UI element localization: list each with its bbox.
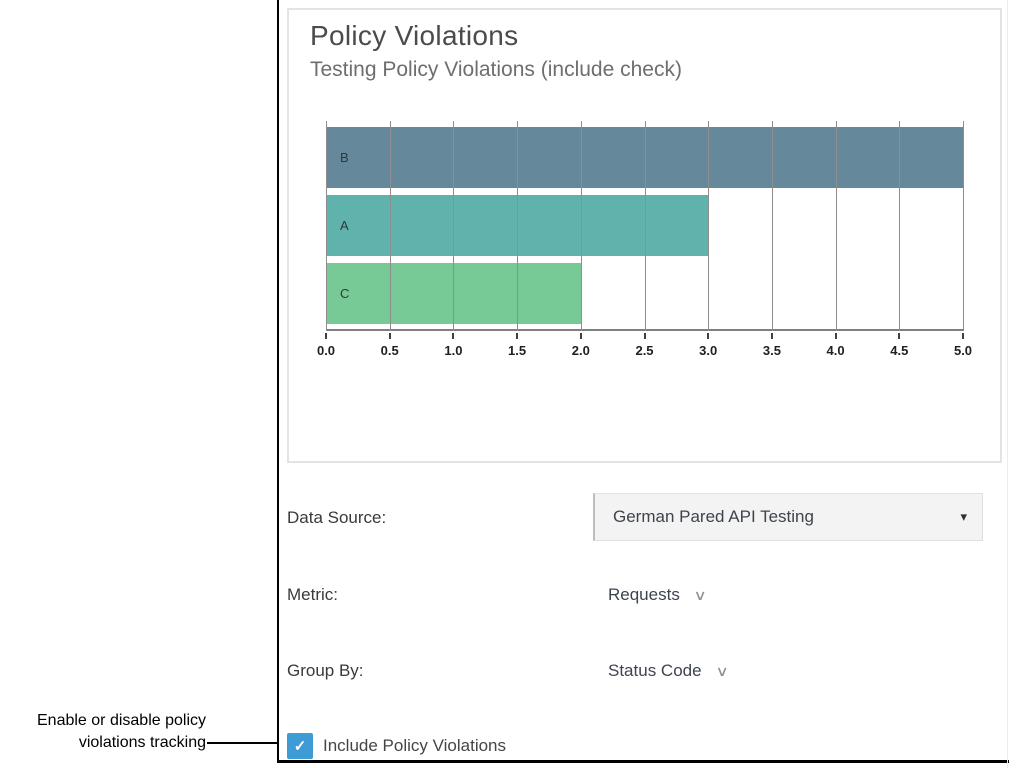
group-by-value: Status Code	[608, 661, 702, 680]
axis-tick	[643, 333, 646, 339]
data-source-label: Data Source:	[287, 508, 387, 527]
axis-ticks	[325, 121, 964, 339]
axis-tick	[516, 333, 519, 339]
bar-label: C	[340, 286, 350, 301]
x-tick-label: 3.0	[699, 343, 718, 358]
x-tick-label: 0.0	[316, 343, 336, 358]
axis-tick	[579, 333, 582, 339]
chart-card: Policy Violations Testing Policy Violati…	[287, 8, 1002, 463]
data-source-select[interactable]: German Pared API Testing ▾	[593, 493, 983, 541]
group-by-dropdown[interactable]: Status Code ∨	[608, 661, 729, 681]
x-tick-label: 0.5	[380, 343, 399, 358]
metric-dropdown[interactable]: Requests ∨	[608, 585, 707, 605]
panel-bottom-border	[277, 760, 1009, 763]
chart-subtitle: Testing Policy Violations (include check…	[310, 58, 682, 81]
annotation-connector-line	[207, 742, 277, 744]
axis-tick	[325, 333, 327, 339]
x-tick-label: 5.0	[953, 343, 973, 358]
x-tick-label: 1.0	[444, 343, 463, 358]
bar-label: A	[340, 218, 349, 233]
metric-value: Requests	[608, 585, 680, 604]
chevron-down-icon: ∨	[693, 586, 707, 603]
axis-tick	[770, 333, 773, 339]
axis-tick	[707, 333, 710, 339]
page-right-edge	[1007, 0, 1008, 768]
axis-tick	[388, 333, 391, 339]
group-by-label: Group By:	[287, 661, 364, 680]
x-tick-label: 4.0	[826, 343, 845, 358]
data-source-value: German Pared API Testing	[613, 507, 814, 526]
metric-label: Metric:	[287, 585, 338, 604]
include-policy-violations-checkbox[interactable]: ✓	[287, 733, 313, 759]
annotation-line1: Enable or disable policy	[37, 712, 206, 729]
panel-left-border	[277, 0, 279, 761]
x-tick-label: 1.5	[508, 343, 527, 358]
axis-tick	[898, 333, 901, 339]
x-tick-label: 2.0	[571, 343, 590, 358]
include-policy-violations-label: Include Policy Violations	[323, 736, 507, 755]
chart-plot: B A C 0.0 0.5 1.0 1.5 2.0 2.5 3.0 3.5 4.0 4.5 5.0	[317, 121, 972, 358]
chevron-down-icon: ∨	[715, 662, 729, 679]
bar-label: B	[340, 150, 349, 165]
bar-C: C	[326, 263, 581, 324]
x-tick-label: 4.5	[890, 343, 909, 358]
axis-tick	[452, 333, 455, 339]
bar-A: A	[326, 195, 709, 256]
bars-layer: B A C	[326, 121, 963, 329]
axis-tick	[834, 333, 837, 339]
chart-title: Policy Violations	[310, 20, 519, 51]
x-tick-label: 2.5	[635, 343, 654, 358]
include-policy-violations-row[interactable]: ✓ Include Policy Violations	[287, 733, 506, 759]
gridline	[963, 121, 964, 331]
annotation-line2: violations tracking	[78, 734, 206, 751]
axis-tick-labels: 0.0 0.5 1.0 1.5 2.0 2.5 3.0 3.5 4.0 4.5 5.0	[317, 121, 972, 358]
x-tick-label: 3.5	[762, 343, 781, 358]
caret-down-icon: ▾	[960, 509, 967, 524]
axis-tick	[962, 333, 964, 339]
check-icon: ✓	[293, 738, 307, 755]
annotation-note: Enable or disable policy violations trac…	[0, 710, 206, 754]
bar-B: B	[326, 127, 963, 188]
